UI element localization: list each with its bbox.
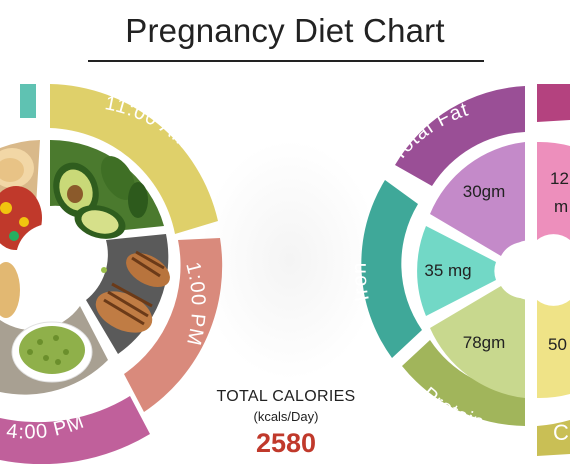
value-iron: 35 mg [424, 261, 471, 280]
value-fat: 30gm [463, 182, 506, 201]
total-calories-unit: (kcals/Day) [253, 409, 319, 424]
ring-segment-400 [0, 396, 150, 464]
ring-segment-100 [124, 238, 223, 412]
value-yellow: 50 [548, 335, 567, 354]
title-underline [88, 60, 484, 62]
value-wedge-fat [430, 142, 525, 256]
ring-segment-partial [537, 84, 570, 122]
total-calories-label: TOTAL CALORIES [216, 388, 356, 405]
ring-segment-total-fat [395, 86, 525, 186]
ring-segment-iron [361, 180, 422, 358]
food-photo-chicken [86, 234, 170, 354]
food-photo-peas [0, 306, 108, 395]
total-calories-block: TOTAL CALORIES (kcals/Day) 2580 [196, 388, 376, 459]
partial-ring-segment [20, 84, 36, 118]
value-protein: 78gm [463, 333, 506, 352]
value-pink-bottom: m [554, 197, 568, 216]
ring-segment-c [537, 420, 570, 456]
nutrient-label-c: C [553, 420, 569, 445]
nutrient-label-iron: Iron [349, 261, 373, 303]
food-photo-plates [0, 140, 42, 322]
nutrient-wheel-hub [501, 240, 561, 300]
value-pink-top: 12 [550, 169, 569, 188]
value-wedge-protein [430, 286, 525, 398]
total-calories-value: 2580 [255, 428, 317, 458]
nutrient-wheel: Total Fat Iron Protein C 30gm 35 mg 78gm… [349, 84, 570, 456]
value-wedge-iron [417, 226, 496, 316]
page-title: Pregnancy Diet Chart [125, 12, 445, 49]
ring-segment-1100 [50, 84, 218, 234]
background-glow [200, 140, 380, 380]
meal-time-wheel: 11:00 AM 1:00 PM 4:00 PM [0, 84, 223, 464]
ring-segment-protein [402, 340, 525, 426]
meal-wheel-hub [16, 224, 84, 292]
food-photo-avocado [50, 139, 164, 239]
svg-text:Iron: Iron [349, 261, 374, 303]
value-wedge-pink [537, 141, 570, 240]
value-wedge-yellow [537, 300, 570, 399]
